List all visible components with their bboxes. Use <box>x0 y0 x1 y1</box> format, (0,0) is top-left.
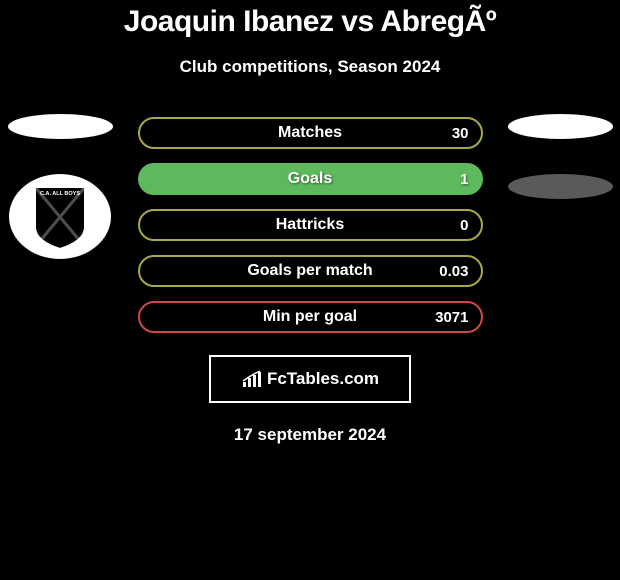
stat-label: Matches <box>278 124 342 142</box>
stat-bar-matches: Matches 30 <box>138 117 483 149</box>
right-column <box>508 114 613 199</box>
stat-value: 0 <box>460 217 468 234</box>
stat-bar-goals-per-match: Goals per match 0.03 <box>138 255 483 287</box>
infographic-container: Joaquin Ibanez vs AbregÃº Club competiti… <box>0 0 620 445</box>
watermark-container: FcTables.com <box>0 355 620 403</box>
stats-column: Matches 30 Goals 1 Hattricks 0 Goals per… <box>138 117 483 333</box>
stat-value: 1 <box>460 171 468 188</box>
stat-bar-hattricks: Hattricks 0 <box>138 209 483 241</box>
shield-icon: C.A. ALL BOYS <box>31 183 89 251</box>
left-column: C.A. ALL BOYS <box>8 114 113 259</box>
stat-label: Goals per match <box>247 262 372 280</box>
svg-text:C.A. ALL BOYS: C.A. ALL BOYS <box>40 191 80 197</box>
watermark-text: FcTables.com <box>267 369 379 389</box>
subtitle: Club competitions, Season 2024 <box>0 57 620 77</box>
stat-bar-goals: Goals 1 <box>138 163 483 195</box>
main-content-row: C.A. ALL BOYS Matches 30 Goals 1 Hattric… <box>0 117 620 333</box>
stat-value: 30 <box>452 125 469 142</box>
page-title: Joaquin Ibanez vs AbregÃº <box>0 5 620 39</box>
stat-label: Goals <box>288 170 332 188</box>
stat-value: 3071 <box>435 309 468 326</box>
stat-value: 0.03 <box>439 263 468 280</box>
watermark-badge: FcTables.com <box>209 355 411 403</box>
club-badge-left: C.A. ALL BOYS <box>9 174 111 259</box>
player-oval-left <box>8 114 113 139</box>
club-oval-right <box>508 174 613 199</box>
date-text: 17 september 2024 <box>0 425 620 445</box>
stat-bar-min-per-goal: Min per goal 3071 <box>138 301 483 333</box>
chart-icon <box>241 370 263 388</box>
stat-label: Hattricks <box>276 216 344 234</box>
player-oval-right <box>508 114 613 139</box>
stat-label: Min per goal <box>263 308 357 326</box>
